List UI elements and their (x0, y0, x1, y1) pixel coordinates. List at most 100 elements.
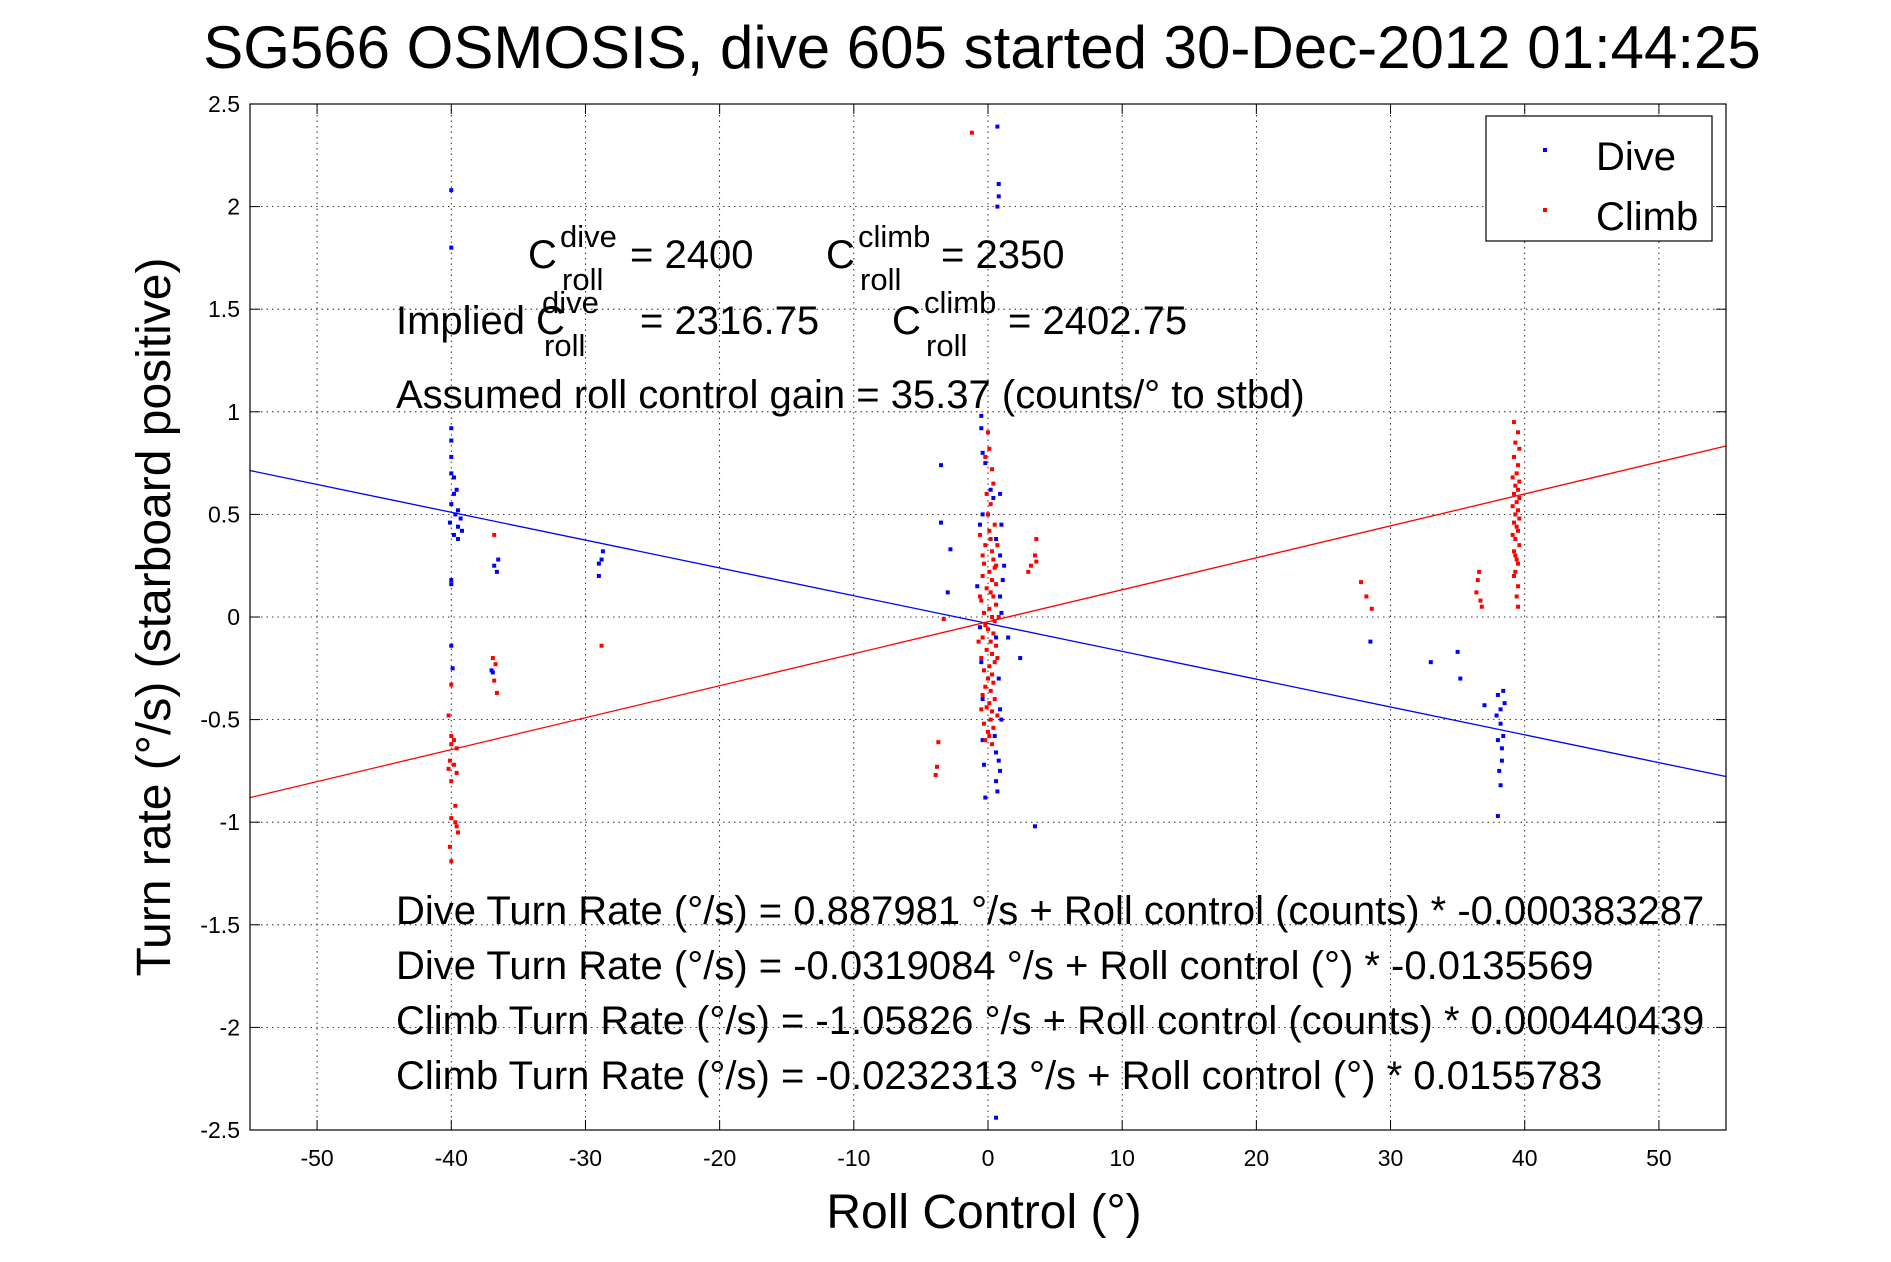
c-roll-climb-sub: roll (860, 262, 901, 297)
legend-dive-label: Dive (1596, 135, 1676, 179)
dive-point (451, 532, 456, 537)
climb-point (990, 578, 995, 583)
dive-point (494, 569, 499, 574)
climb-point (1510, 475, 1515, 480)
climb-point (1517, 446, 1522, 451)
dive-point (996, 194, 1001, 199)
climb-point (1514, 594, 1519, 599)
climb-point (449, 682, 454, 687)
implied-climb-sup: climb (924, 285, 996, 320)
climb-point (447, 844, 452, 849)
dive-point (1368, 639, 1373, 644)
y-tick-label: -1 (220, 809, 240, 835)
dive-series (447, 124, 1507, 1120)
climb-point (449, 859, 454, 864)
dive-point (1495, 814, 1500, 819)
climb-point (988, 639, 993, 644)
x-tick-label: -20 (703, 1145, 736, 1171)
climb-point (454, 746, 459, 751)
dive-point (998, 553, 1003, 558)
dive-point (600, 549, 605, 554)
equation-climb-counts: Climb Turn Rate (°/s) = -1.05826 °/s + R… (396, 999, 1704, 1043)
fit-lines (249, 445, 1727, 799)
dive-point (999, 522, 1004, 527)
dive-point (455, 537, 460, 542)
x-tick-label: -50 (300, 1145, 333, 1171)
climb-point (1510, 504, 1515, 509)
climb-point (1511, 491, 1516, 496)
dive-point (460, 528, 465, 533)
dive-point (1494, 713, 1499, 718)
dive-point (447, 520, 452, 525)
dive-point (1428, 660, 1433, 665)
climb-point (994, 582, 999, 587)
y-tick-label: -2 (220, 1014, 240, 1040)
climb-point (988, 688, 993, 693)
x-tick-label: -10 (837, 1145, 870, 1171)
climb-point (984, 705, 989, 710)
climb-point (1516, 508, 1521, 513)
climb-point (984, 586, 989, 591)
climb-point (1516, 528, 1521, 533)
dive-point (994, 1115, 999, 1120)
climb-point (990, 672, 995, 677)
dive-point (939, 463, 944, 468)
climb-point (992, 619, 997, 624)
climb-point (1511, 454, 1516, 459)
dive-point (988, 487, 993, 492)
implied-climb-sub: roll (926, 328, 967, 363)
climb-point (1511, 573, 1516, 578)
climb-point (492, 532, 497, 537)
c-roll-dive-sub: roll (562, 262, 603, 297)
dive-point (977, 625, 982, 630)
climb-point (990, 651, 995, 656)
dive-point (980, 697, 985, 702)
climb-point (1510, 532, 1515, 537)
climb-fit-line (249, 445, 1727, 799)
implied-dive-value: = 2316.75 (640, 299, 819, 343)
climb-point (1478, 598, 1483, 603)
climb-point (446, 713, 451, 718)
dive-point (1502, 701, 1507, 706)
dive-point (1455, 649, 1460, 654)
climb-point (494, 690, 499, 695)
y-axis-label: Turn rate (°/s) (starboard positive) (128, 258, 181, 977)
dive-point (449, 426, 454, 431)
dive-point (449, 188, 454, 193)
climb-point (994, 563, 999, 568)
implied-dive-sup: dive (542, 285, 599, 320)
dive-point (455, 524, 460, 529)
dive-point (449, 454, 454, 459)
climb-point (980, 692, 985, 697)
climb-point (454, 770, 459, 775)
climb-point (453, 803, 458, 808)
climb-point (1516, 604, 1521, 609)
dive-point (998, 594, 1003, 599)
climb-point (986, 512, 990, 517)
climb-point (977, 594, 982, 599)
equation-dive-degrees: Dive Turn Rate (°/s) = -0.0319084 °/s + … (396, 944, 1593, 988)
dive-point (451, 491, 456, 496)
equation-climb-degrees: Climb Turn Rate (°/s) = -0.0232313 °/s +… (396, 1054, 1602, 1098)
climb-point (981, 610, 986, 615)
dive-point (975, 584, 980, 589)
climb-point (599, 643, 604, 648)
climb-point (1032, 553, 1037, 558)
climb-point (1514, 500, 1519, 505)
dive-point (449, 643, 454, 648)
dive-point (1501, 734, 1506, 739)
dive-point (1501, 688, 1506, 693)
x-tick-label: -40 (435, 1145, 468, 1171)
climb-point (1513, 440, 1518, 445)
climb-point (941, 617, 946, 622)
dive-point (454, 487, 459, 492)
legend-dive-marker (1543, 148, 1547, 152)
climb-point (991, 557, 996, 562)
climb-point (449, 734, 454, 739)
climb-point (492, 678, 497, 683)
legend: Dive Climb (1485, 115, 1713, 242)
dive-point (991, 495, 996, 500)
dive-point (1498, 721, 1503, 726)
climb-point (992, 660, 997, 665)
dive-point (1032, 824, 1037, 829)
